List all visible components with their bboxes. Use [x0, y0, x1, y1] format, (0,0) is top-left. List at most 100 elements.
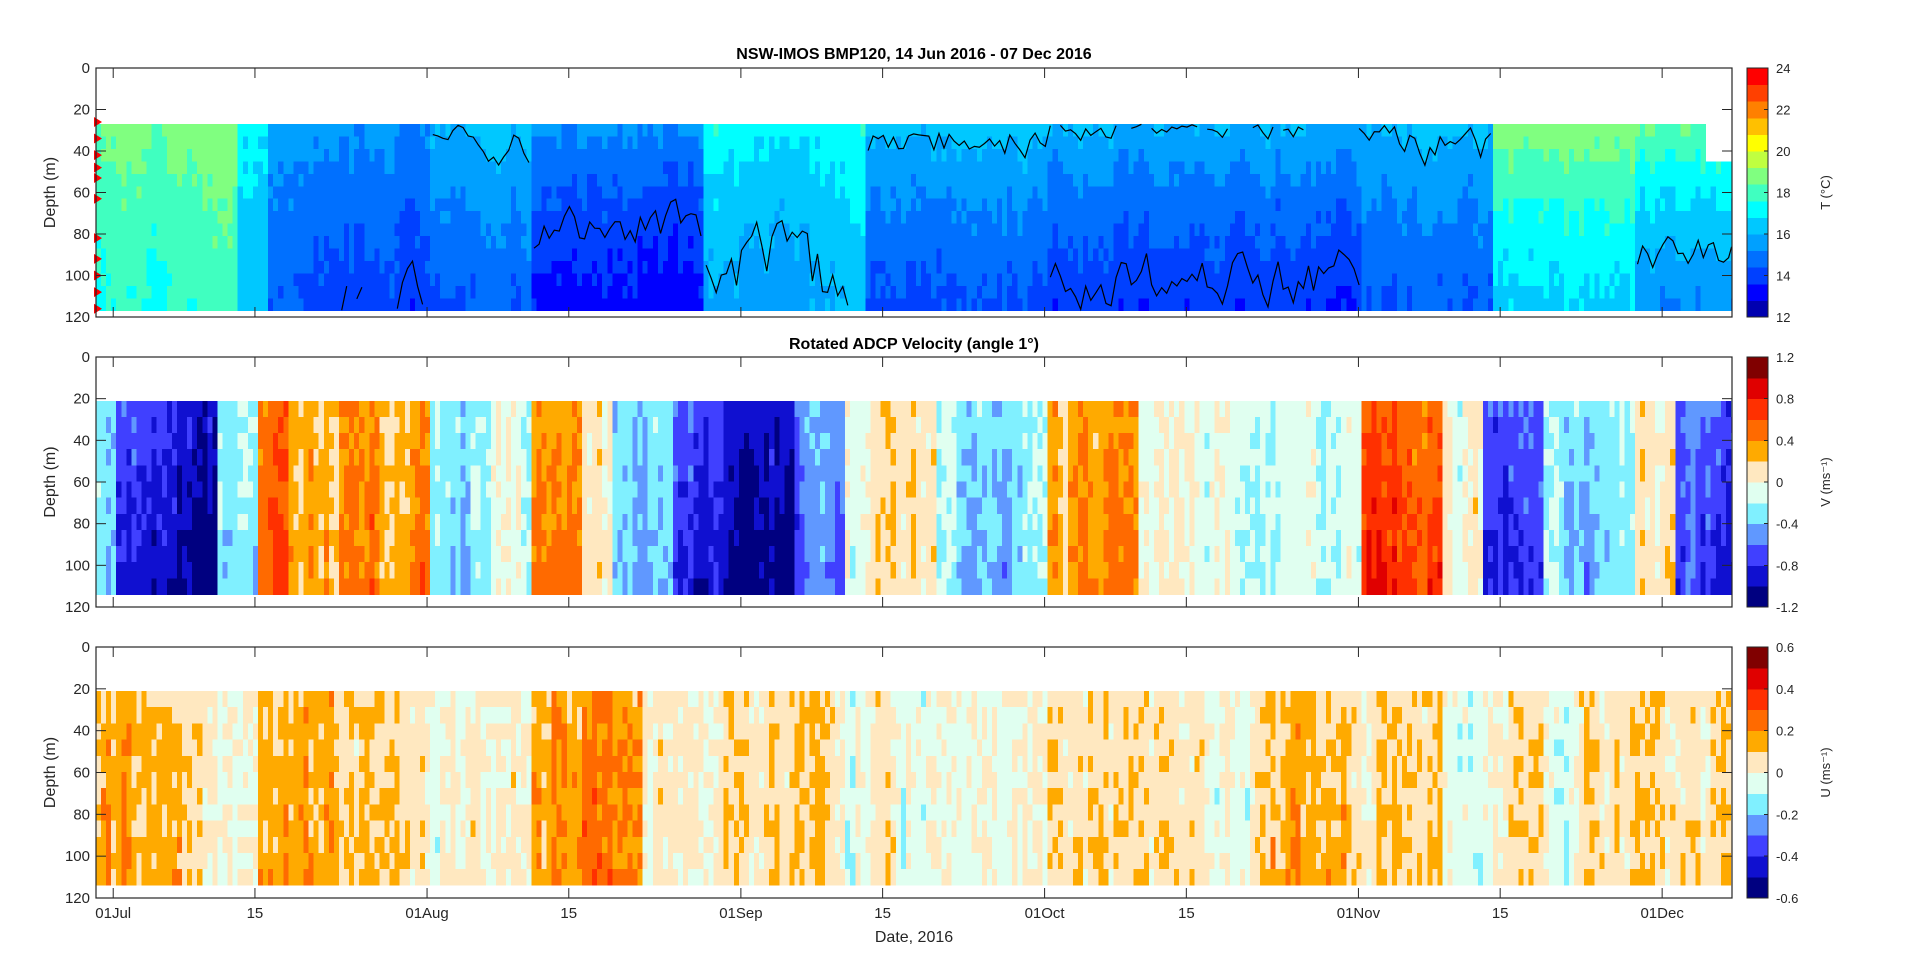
heatmap-cell [192, 224, 197, 237]
heatmap-cell [142, 224, 147, 237]
heatmap-cell [916, 224, 921, 237]
heatmap-cell [1058, 199, 1063, 212]
colorbar-level [1747, 134, 1768, 151]
heatmap-cell [693, 273, 698, 286]
heatmap-cell [790, 211, 795, 224]
heatmap-cell [228, 298, 233, 311]
heatmap-cell [111, 124, 116, 137]
heatmap-cell [1301, 224, 1306, 237]
heatmap-cell [349, 137, 354, 150]
heatmap-cell [263, 261, 268, 274]
heatmap-cell [1306, 211, 1311, 224]
heatmap-cell [455, 161, 460, 174]
colorbar-tick-label: 20 [1776, 144, 1790, 159]
heatmap-cell [572, 273, 577, 286]
heatmap-cell [557, 137, 562, 150]
heatmap-cell [860, 186, 865, 199]
heatmap-cell [683, 249, 688, 262]
heatmap-cell [440, 273, 445, 286]
heatmap-cell [1225, 249, 1230, 262]
heatmap-cell [1549, 124, 1554, 137]
heatmap-cell [111, 199, 116, 212]
heatmap-cell [162, 149, 167, 162]
heatmap-cell [1068, 224, 1073, 237]
heatmap-cell [1007, 261, 1012, 274]
heatmap-cell [795, 261, 800, 274]
heatmap-cell [962, 174, 967, 187]
heatmap-cell [941, 174, 946, 187]
heatmap-cell [906, 199, 911, 212]
heatmap-cell [1417, 298, 1422, 311]
heatmap-cell [1103, 161, 1108, 174]
heatmap-cell [177, 273, 182, 286]
heatmap-cell [1351, 249, 1356, 262]
heatmap-cell [385, 149, 390, 162]
heatmap-cell [1574, 211, 1579, 224]
heatmap-cell [334, 211, 339, 224]
heatmap-cell [658, 124, 663, 137]
heatmap-cell [1518, 224, 1523, 237]
heatmap-cell [1625, 149, 1630, 162]
heatmap-cell [835, 298, 840, 311]
heatmap-cell [1194, 137, 1199, 150]
heatmap-cell [820, 124, 825, 137]
heatmap-cell [1068, 236, 1073, 249]
heatmap-cell [977, 161, 982, 174]
heatmap-cell [390, 186, 395, 199]
heatmap-cell [881, 224, 886, 237]
heatmap-cell [516, 261, 521, 274]
heatmap-cell [698, 124, 703, 137]
heatmap-cell [430, 224, 435, 237]
heatmap-cell [1245, 174, 1250, 187]
heatmap-cell [1453, 211, 1458, 224]
heatmap-cell [547, 273, 552, 286]
heatmap-cell [1675, 261, 1680, 274]
heatmap-cell [739, 124, 744, 137]
heatmap-cell [1367, 261, 1372, 274]
heatmap-cell [896, 261, 901, 274]
heatmap-cell [1675, 298, 1680, 311]
heatmap-cell [283, 224, 288, 237]
heatmap-cell [1017, 236, 1022, 249]
heatmap-cell [1194, 161, 1199, 174]
heatmap-cell [1103, 273, 1108, 286]
heatmap-cell [1058, 286, 1063, 299]
heatmap-cell [759, 161, 764, 174]
heatmap-cell [1559, 137, 1564, 150]
heatmap-cell [840, 249, 845, 262]
heatmap-cell [698, 149, 703, 162]
heatmap-cell [212, 137, 217, 150]
heatmap-cell [486, 137, 491, 150]
heatmap-cell [1604, 137, 1609, 150]
heatmap-cell [420, 298, 425, 311]
heatmap-cell [1205, 124, 1210, 137]
heatmap-cell [1240, 261, 1245, 274]
heatmap-cell [1589, 161, 1594, 174]
heatmap-cell [223, 236, 228, 249]
heatmap-cell [916, 286, 921, 299]
heatmap-cell [1362, 273, 1367, 286]
heatmap-cell [774, 149, 779, 162]
heatmap-cell [1701, 211, 1706, 224]
heatmap-cell [319, 236, 324, 249]
heatmap-cell [577, 211, 582, 224]
heatmap-cell [607, 137, 612, 150]
heatmap-cell [967, 149, 972, 162]
heatmap-cell [967, 273, 972, 286]
heatmap-cell [273, 298, 278, 311]
heatmap-cell [1650, 211, 1655, 224]
heatmap-cell [663, 286, 668, 299]
heatmap-cell [663, 224, 668, 237]
heatmap-cell [476, 199, 481, 212]
heatmap-cell [896, 224, 901, 237]
heatmap-cell [617, 124, 622, 137]
heatmap-cell [597, 186, 602, 199]
heatmap-cell [1372, 174, 1377, 187]
heatmap-cell [369, 224, 374, 237]
heatmap-cell [1311, 224, 1316, 237]
heatmap-cell [314, 261, 319, 274]
heatmap-cell [1463, 273, 1468, 286]
heatmap-cell [405, 211, 410, 224]
heatmap-cell [268, 249, 273, 262]
heatmap-cell [1544, 224, 1549, 237]
